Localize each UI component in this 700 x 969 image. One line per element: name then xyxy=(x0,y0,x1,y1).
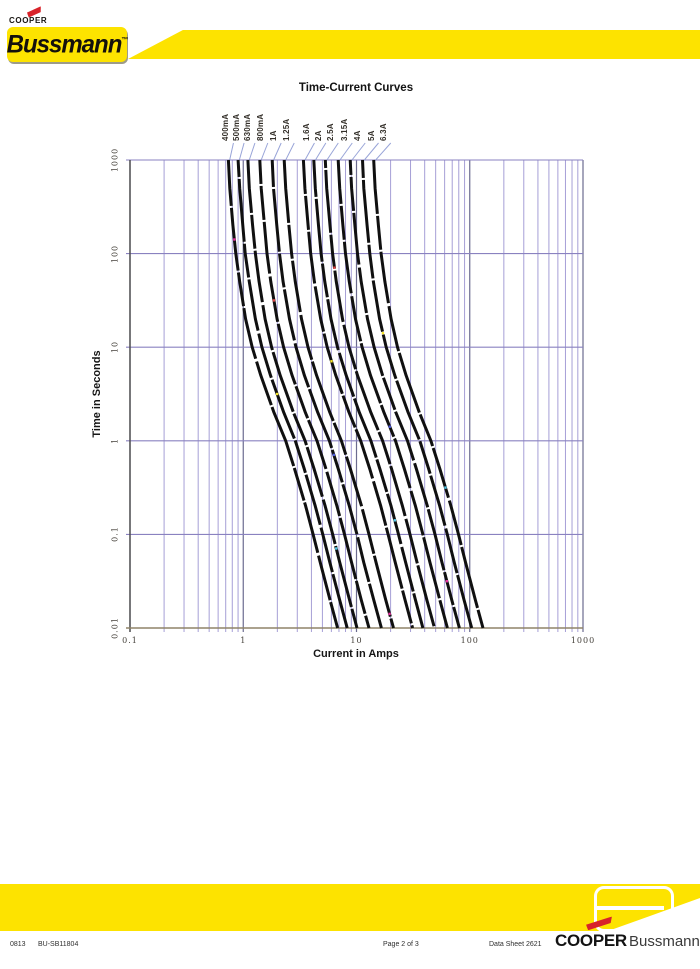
leader-line xyxy=(350,142,366,162)
curve-800mA xyxy=(258,159,371,629)
scan-speck xyxy=(388,612,391,616)
footer-date-code: 0813 xyxy=(10,941,26,948)
x-tick-label: 0.1 xyxy=(122,636,138,645)
curve-label-400mA: 400mA xyxy=(221,113,231,141)
scan-speck xyxy=(275,392,279,396)
x-tick-label: 1000 xyxy=(570,636,596,645)
footer-logo-slot xyxy=(596,906,664,910)
curve-2.5A xyxy=(323,159,436,629)
curve-3.15A xyxy=(336,159,449,629)
curve-label-1.25A: 1.25A xyxy=(282,118,292,141)
leader-line xyxy=(248,142,256,162)
leader-line xyxy=(325,142,339,162)
x-axis-title: Current in Amps xyxy=(313,648,399,660)
y-tick-label: 1 xyxy=(110,437,120,444)
leader-line xyxy=(374,142,392,162)
curve-1A xyxy=(270,159,383,629)
x-tick-label: 1 xyxy=(240,636,247,645)
curve-1.6A xyxy=(301,159,415,629)
y-tick-label: 1000 xyxy=(110,147,120,173)
scan-speck xyxy=(393,519,397,522)
curve-label-1.6A: 1.6A xyxy=(302,123,312,141)
x-tick-label: 100 xyxy=(460,636,479,645)
trademark-symbol: ™ xyxy=(121,36,128,44)
curve-1.25A xyxy=(282,159,395,629)
curve-4A xyxy=(348,159,461,629)
footer-yellow-band xyxy=(0,884,700,931)
scan-speck xyxy=(333,266,336,269)
time-current-chart xyxy=(126,142,584,632)
curve-label-5A: 5A xyxy=(366,130,376,141)
curve-400mA xyxy=(226,159,340,629)
leader-line xyxy=(314,142,327,162)
footer-sheet-number: Data Sheet 2621 xyxy=(489,941,542,948)
scan-speck xyxy=(272,299,276,302)
y-tick-label: 100 xyxy=(110,244,120,263)
curve-6.3A xyxy=(372,159,485,629)
y-tick-label: 0.01 xyxy=(110,617,120,639)
leader-line xyxy=(338,142,353,162)
scan-speck xyxy=(335,547,338,550)
y-axis-title: Time in Seconds xyxy=(91,350,103,438)
bussmann-wordmark: Bussmann™ xyxy=(6,29,129,59)
leader-line xyxy=(272,142,282,162)
chart-title: Time-Current Curves xyxy=(298,82,414,94)
curve-label-800mA: 800mA xyxy=(255,113,265,141)
scan-speck xyxy=(233,238,236,241)
curve-label-2.5A: 2.5A xyxy=(326,123,336,141)
scan-speck xyxy=(332,453,336,457)
curve-2A xyxy=(312,159,425,629)
curve-label-6.3A: 6.3A xyxy=(378,123,388,141)
bussmann-logo-box: Bussmann™ xyxy=(6,27,129,62)
curve-label-500mA: 500mA xyxy=(232,113,242,141)
leader-line xyxy=(363,142,379,162)
footer-cooper-wordmark: COOPER xyxy=(555,931,627,950)
scan-speck xyxy=(444,486,447,489)
leader-line xyxy=(228,142,234,162)
curve-label-3.15A: 3.15A xyxy=(340,118,350,141)
leader-line xyxy=(284,142,295,162)
leader-line xyxy=(260,142,269,162)
curve-label-2A: 2A xyxy=(313,130,323,141)
cooper-wordmark: COOPER xyxy=(9,16,48,25)
scan-speck xyxy=(388,425,391,428)
leader-line xyxy=(304,142,315,162)
footer-doc-code: BU-SB11804 xyxy=(38,941,79,948)
footer-page-number: Page 2 of 3 xyxy=(383,941,419,948)
curve-5A xyxy=(361,159,474,629)
x-tick-label: 10 xyxy=(350,636,363,645)
curve-label-630mA: 630mA xyxy=(242,113,252,141)
y-tick-label: 10 xyxy=(110,341,120,354)
scan-speck xyxy=(445,580,449,583)
leader-line xyxy=(238,142,245,162)
y-tick-label: 0.1 xyxy=(110,526,120,543)
footer-bussmann-wordmark: Bussmann xyxy=(629,933,700,950)
scan-speck xyxy=(330,360,333,363)
header-yellow-band xyxy=(128,30,700,59)
curve-label-1A: 1A xyxy=(269,130,279,141)
scan-speck xyxy=(381,331,385,335)
curve-label-4A: 4A xyxy=(353,130,363,141)
